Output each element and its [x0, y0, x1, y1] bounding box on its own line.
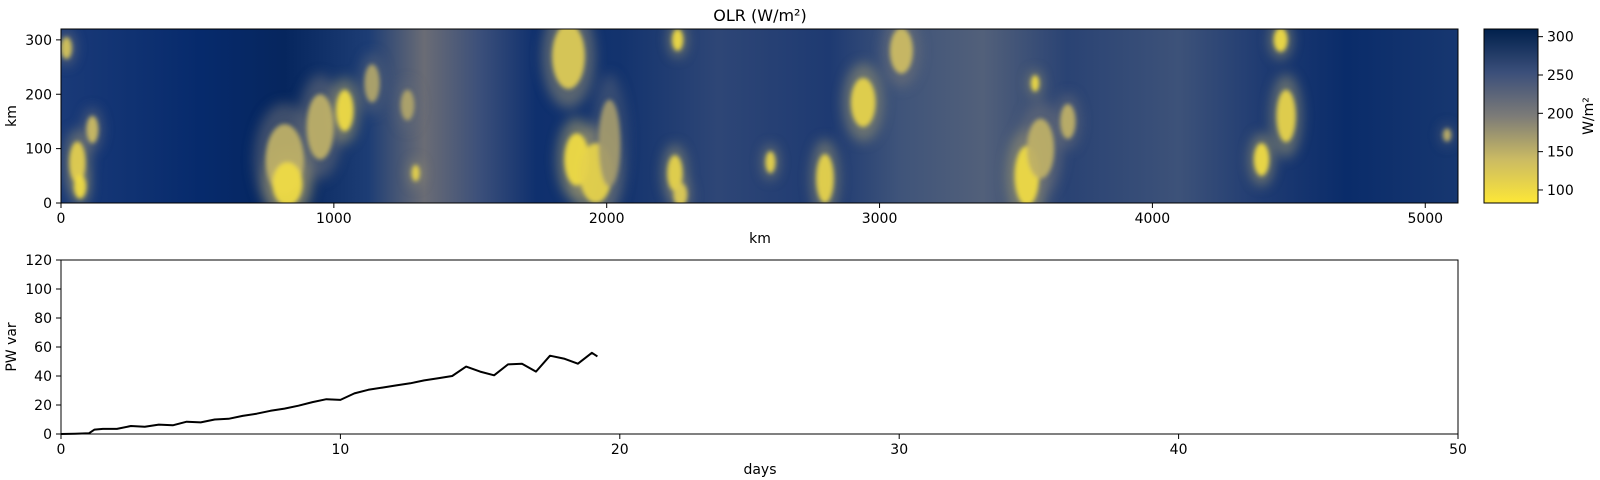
cloud-core-layer — [61, 29, 1452, 203]
cold-cloud-core — [1030, 75, 1040, 92]
y-tick-label: 0 — [43, 427, 52, 443]
cold-cloud-core — [672, 29, 684, 51]
x-tick-label: 50 — [1449, 442, 1467, 458]
y-tick-label: 80 — [34, 311, 52, 327]
x-tick-label: 10 — [331, 442, 349, 458]
cold-cloud-core — [889, 29, 913, 74]
cold-cloud-core — [1442, 128, 1452, 142]
cold-cloud-core — [598, 99, 621, 187]
x-tick-label: 20 — [611, 442, 629, 458]
cold-cloud-core — [336, 89, 354, 132]
cold-cloud-core — [400, 89, 415, 121]
heatmap-x-axis: 0 1000 2000 3000 4000 5000 — [57, 203, 1443, 227]
x-tick-label: 0 — [57, 211, 66, 227]
y-tick-label: 0 — [43, 196, 52, 212]
y-tick-label: 40 — [34, 369, 52, 385]
x-tick-label: 40 — [1170, 442, 1188, 458]
colorbar-label: W/m² — [1581, 97, 1597, 135]
x-tick-label: 2000 — [589, 211, 625, 227]
cold-cloud-core — [816, 154, 834, 203]
heatmap-y-axis: 0 100 200 300 — [25, 33, 61, 212]
x-tick-label: 3000 — [862, 211, 898, 227]
cold-cloud-core — [61, 37, 72, 59]
y-tick-label: 200 — [25, 87, 52, 103]
heatmap-title: OLR (W/m²) — [713, 6, 806, 25]
colorbar-tick-label: 200 — [1547, 106, 1574, 122]
cold-cloud-core — [1273, 29, 1288, 52]
y-tick-label: 20 — [34, 398, 52, 414]
cold-cloud-core — [1026, 118, 1055, 179]
cold-cloud-core — [765, 151, 776, 174]
cold-cloud-core — [306, 94, 334, 160]
cold-cloud-core — [667, 155, 683, 192]
x-tick-label: 1000 — [316, 211, 352, 227]
line-x-axis: 0 10 20 30 40 50 — [57, 434, 1467, 458]
y-tick-label: 100 — [25, 282, 52, 298]
colorbar-ticks: 100 150 200 250 300 — [1538, 30, 1574, 199]
cold-cloud-core — [1253, 143, 1270, 176]
line-y-label: PW var — [4, 322, 20, 372]
cold-cloud-core — [86, 116, 99, 144]
cold-cloud-core — [850, 77, 876, 127]
cold-cloud-core — [364, 64, 380, 103]
x-tick-label: 0 — [57, 442, 66, 458]
x-tick-label: 4000 — [1135, 211, 1171, 227]
cold-cloud-core — [673, 182, 688, 203]
cold-cloud-core — [272, 162, 303, 203]
colorbar — [1483, 28, 1539, 204]
line-plot-frame — [60, 259, 1459, 435]
x-tick-label: 5000 — [1407, 211, 1443, 227]
cold-cloud-core — [74, 174, 87, 199]
colorbar-tick-label: 250 — [1547, 68, 1574, 84]
olr-heatmap — [61, 29, 1458, 203]
colorbar-tick-label: 150 — [1547, 145, 1574, 161]
y-tick-label: 100 — [25, 142, 52, 158]
cold-cloud-core — [1276, 89, 1296, 143]
cold-cloud-core — [552, 29, 585, 89]
y-tick-label: 60 — [34, 340, 52, 356]
heatmap-x-label: km — [749, 231, 771, 247]
line-y-axis: 0 20 40 60 80 100 120 — [25, 253, 61, 443]
pw-var-series-line — [60, 351, 598, 435]
colorbar-tick-label: 300 — [1547, 30, 1574, 46]
heatmap-y-label: km — [4, 105, 20, 127]
colorbar-tick-label: 100 — [1547, 183, 1574, 199]
y-tick-label: 120 — [25, 253, 52, 269]
x-tick-label: 30 — [890, 442, 908, 458]
heatmap-frame — [60, 28, 1459, 204]
cold-cloud-core — [1060, 104, 1076, 139]
y-tick-label: 300 — [25, 33, 52, 49]
cold-cloud-core — [411, 164, 420, 182]
cold-cloud-core — [69, 141, 86, 183]
line-x-label: days — [743, 462, 776, 478]
